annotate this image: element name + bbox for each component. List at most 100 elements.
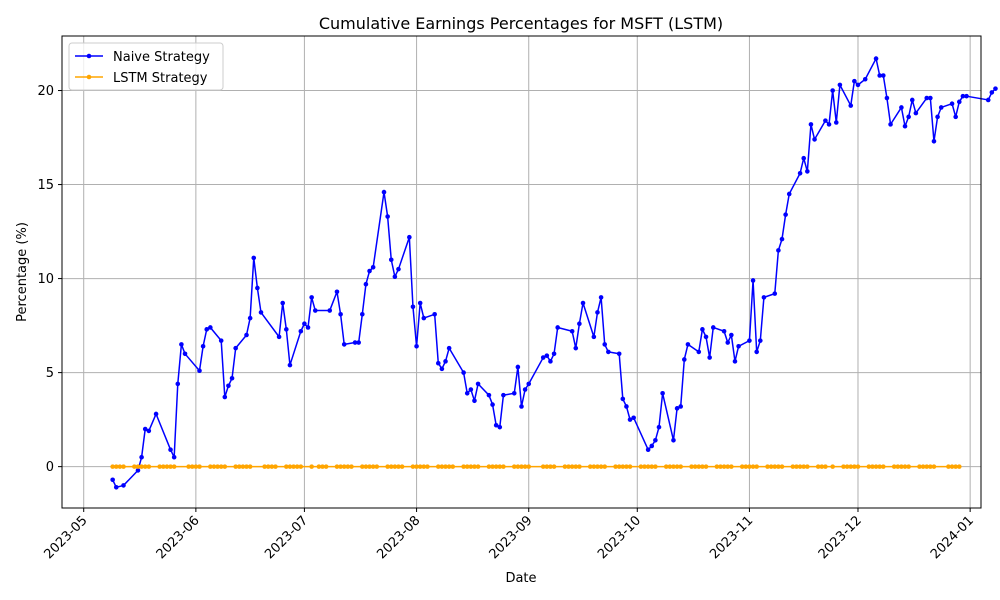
naive-strategy-point bbox=[989, 90, 995, 95]
naive-strategy-point bbox=[649, 443, 655, 449]
lstm-strategy-point bbox=[450, 464, 456, 469]
naive-strategy-point bbox=[881, 73, 886, 78]
lstm-strategy-series bbox=[110, 464, 962, 469]
lstm-strategy-point bbox=[649, 464, 655, 469]
lstm-strategy-point bbox=[522, 464, 528, 469]
naive-strategy-point bbox=[656, 424, 662, 430]
y-tick-label: 10 bbox=[37, 272, 54, 287]
lstm-strategy-point bbox=[873, 464, 879, 469]
naive-strategy-point bbox=[938, 105, 944, 110]
lstm-strategy-point bbox=[598, 464, 604, 469]
lstm-strategy-point bbox=[233, 464, 238, 469]
lstm-strategy-point bbox=[113, 464, 119, 469]
lstm-strategy-point bbox=[461, 464, 466, 469]
lstm-strategy-point bbox=[645, 464, 651, 469]
naive-strategy-point bbox=[392, 274, 398, 280]
naive-strategy-point bbox=[113, 485, 119, 490]
lstm-strategy-point bbox=[768, 464, 774, 469]
lstm-strategy-point bbox=[587, 464, 593, 469]
naive-strategy-point bbox=[417, 300, 423, 306]
naive-strategy-point bbox=[555, 325, 560, 330]
lstm-strategy-point bbox=[464, 464, 470, 469]
naive-strategy-point bbox=[801, 155, 807, 161]
lstm-strategy-point bbox=[222, 464, 228, 469]
lstm-strategy-point bbox=[830, 464, 835, 469]
y-tick-label: 0 bbox=[46, 460, 54, 475]
lstm-strategy-point bbox=[848, 464, 854, 469]
naive-strategy-point bbox=[682, 357, 687, 362]
lstm-strategy-point bbox=[439, 464, 445, 469]
naive-strategy-point bbox=[606, 349, 611, 355]
naive-strategy-point bbox=[964, 93, 969, 99]
lstm-strategy-point bbox=[117, 464, 123, 469]
naive-strategy-point bbox=[710, 325, 716, 330]
lstm-strategy-point bbox=[193, 464, 199, 469]
naive-strategy-point bbox=[754, 349, 759, 355]
naive-strategy-point bbox=[808, 122, 814, 127]
lstm-strategy-point bbox=[208, 464, 213, 469]
naive-strategy-point bbox=[953, 114, 958, 120]
naive-strategy-point bbox=[931, 139, 937, 144]
lstm-strategy-point bbox=[595, 464, 600, 469]
naive-strategy-point bbox=[598, 295, 604, 300]
plot-area-frame bbox=[61, 35, 982, 509]
lstm-strategy-point bbox=[841, 464, 846, 469]
naive-strategy-point bbox=[993, 86, 998, 91]
naive-strategy-point bbox=[312, 308, 318, 313]
lstm-strategy-point bbox=[877, 464, 882, 469]
lstm-strategy-point bbox=[638, 464, 644, 469]
lstm-strategy-point bbox=[374, 464, 380, 469]
lstm-strategy-point bbox=[902, 464, 908, 469]
legend-naive-marker bbox=[86, 53, 92, 59]
lstm-strategy-point bbox=[161, 464, 166, 469]
naive-strategy-point bbox=[153, 411, 159, 417]
lstm-strategy-point bbox=[566, 464, 571, 469]
x-axis-label: Date bbox=[505, 571, 536, 586]
naive-strategy-point bbox=[168, 447, 173, 453]
lstm-strategy-point bbox=[743, 464, 749, 469]
naive-strategy-point bbox=[446, 345, 452, 351]
naive-strategy-point bbox=[276, 334, 282, 340]
naive-strategy-point bbox=[121, 483, 126, 488]
lstm-strategy-point bbox=[776, 464, 781, 469]
naive-strategy-point bbox=[750, 278, 756, 283]
lstm-strategy-point bbox=[844, 464, 850, 469]
y-tick-label: 15 bbox=[37, 178, 54, 193]
lstm-strategy-point bbox=[309, 464, 314, 469]
naive-strategy-point bbox=[461, 370, 466, 375]
naive-strategy-point bbox=[280, 300, 286, 306]
lstm-strategy-point bbox=[696, 464, 702, 469]
naive-strategy-point bbox=[805, 169, 810, 174]
naive-strategy-point bbox=[602, 342, 608, 347]
naive-strategy-point bbox=[370, 265, 376, 270]
lstm-strategy-point bbox=[928, 464, 933, 469]
naive-strategy-point bbox=[591, 334, 597, 340]
naive-strategy-point bbox=[305, 325, 311, 330]
lstm-strategy-point bbox=[139, 464, 144, 469]
naive-strategy-point bbox=[736, 343, 741, 349]
naive-strategy-point bbox=[515, 364, 521, 370]
lstm-strategy-point bbox=[515, 464, 521, 469]
y-axis-label: Percentage (%) bbox=[15, 222, 30, 322]
lstm-strategy-point bbox=[801, 464, 807, 469]
lstm-strategy-point bbox=[385, 464, 390, 469]
lstm-strategy-point bbox=[721, 464, 727, 469]
naive-strategy-point bbox=[960, 93, 966, 99]
lstm-strategy-point bbox=[396, 464, 401, 469]
naive-strategy-point bbox=[309, 295, 314, 300]
naive-strategy-point bbox=[624, 404, 629, 409]
lstm-strategy-point bbox=[671, 464, 676, 469]
series-layer bbox=[110, 56, 998, 490]
lstm-strategy-point bbox=[367, 464, 372, 469]
lstm-strategy-point bbox=[852, 464, 857, 469]
lstm-strategy-point bbox=[262, 464, 267, 469]
naive-strategy-point bbox=[758, 338, 763, 343]
lstm-strategy-point bbox=[475, 464, 481, 469]
lstm-strategy-point bbox=[750, 464, 756, 469]
naive-strategy-point bbox=[703, 334, 709, 340]
lstm-strategy-point bbox=[298, 464, 304, 469]
lstm-strategy-point bbox=[323, 464, 329, 469]
naive-strategy-point bbox=[573, 345, 579, 351]
naive-strategy-point bbox=[956, 99, 962, 105]
